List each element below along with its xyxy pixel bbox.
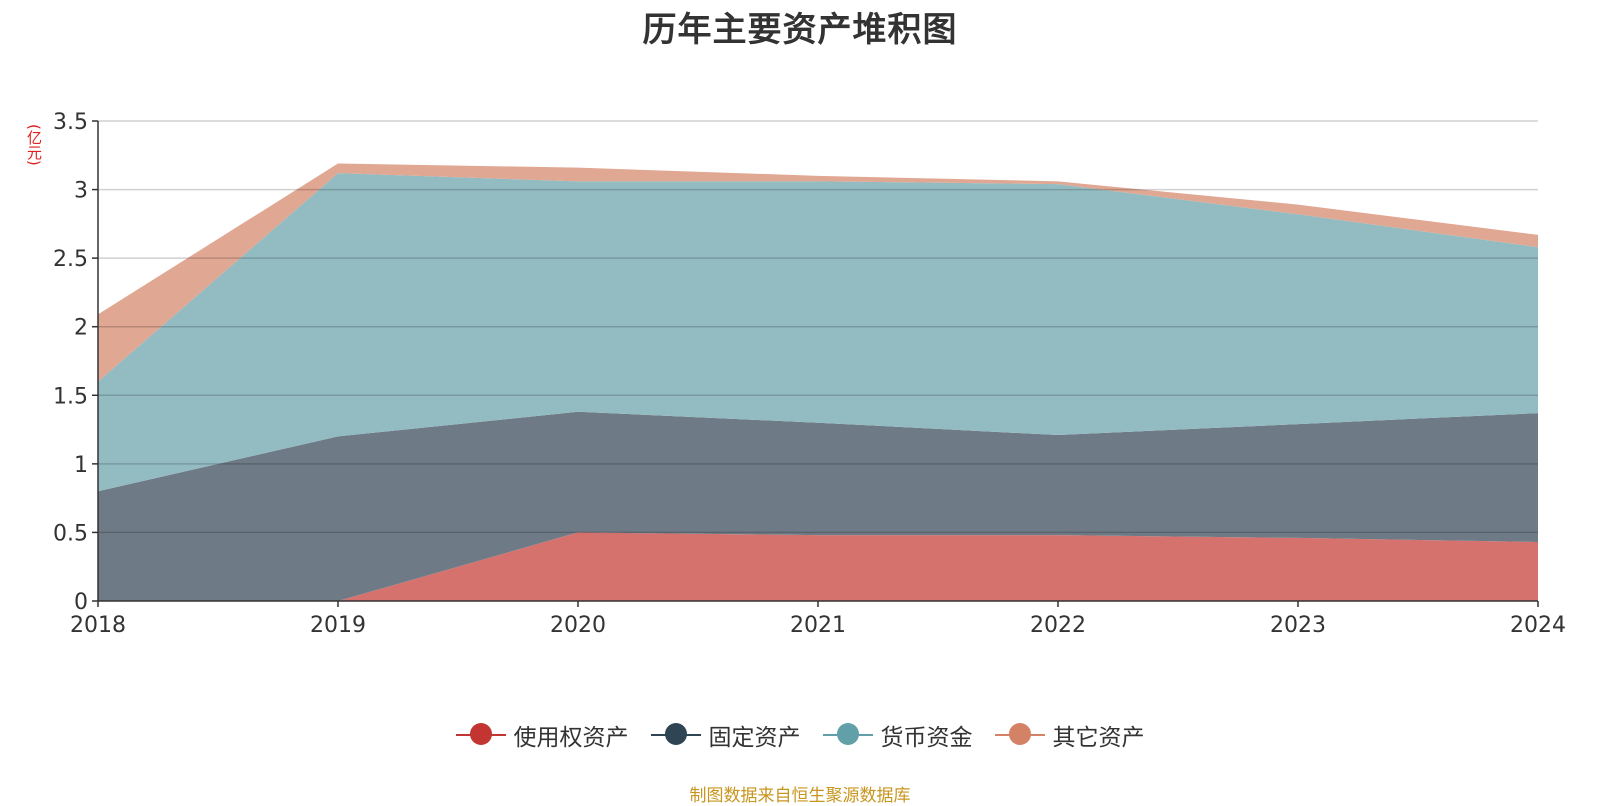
- data-source-note: 制图数据来自恒生聚源数据库: [689, 786, 911, 806]
- x-tick-label: 2018: [70, 613, 126, 638]
- y-tick-label: 3.5: [53, 110, 88, 135]
- legend-item-3[interactable]: 货币资金: [822, 718, 973, 752]
- x-tick-label: 2020: [550, 613, 606, 638]
- y-tick-label: 1: [74, 453, 88, 478]
- area-series-2: [98, 411, 1538, 601]
- x-tick-label: 2021: [790, 613, 846, 638]
- legend-marker-icon: [650, 722, 701, 748]
- chart-legend: 使用权资产 固定资产 货币资金 其它资产: [0, 718, 1600, 752]
- legend-marker-icon: [994, 722, 1045, 748]
- y-tick-label: 2.5: [53, 247, 88, 272]
- y-tick-label: 0: [74, 590, 88, 615]
- y-tick-label: 1.5: [53, 384, 88, 409]
- legend-label: 其它资产: [1052, 725, 1145, 751]
- y-tick-label: 3: [74, 179, 88, 204]
- area-series-1: [98, 532, 1538, 601]
- legend-marker-icon: [455, 722, 506, 748]
- legend-label: 使用权资产: [513, 725, 629, 751]
- legend-label: 固定资产: [708, 725, 801, 751]
- chart-title: 历年主要资产堆积图: [642, 10, 958, 50]
- legend-item-2[interactable]: 固定资产: [650, 718, 801, 752]
- legend-item-1[interactable]: 使用权资产: [455, 718, 629, 752]
- x-tick-label: 2023: [1270, 613, 1326, 638]
- x-tick-label: 2024: [1510, 613, 1566, 638]
- y-tick-label: 0.5: [53, 521, 88, 546]
- x-tick-label: 2022: [1030, 613, 1086, 638]
- legend-item-4[interactable]: 其它资产: [994, 718, 1145, 752]
- y-axis-unit-label: (亿元): [25, 124, 43, 166]
- x-tick-label: 2019: [310, 613, 366, 638]
- area-series-3: [98, 173, 1538, 492]
- legend-marker-icon: [822, 722, 873, 748]
- y-tick-label: 2: [74, 316, 88, 341]
- legend-label: 货币资金: [880, 725, 973, 751]
